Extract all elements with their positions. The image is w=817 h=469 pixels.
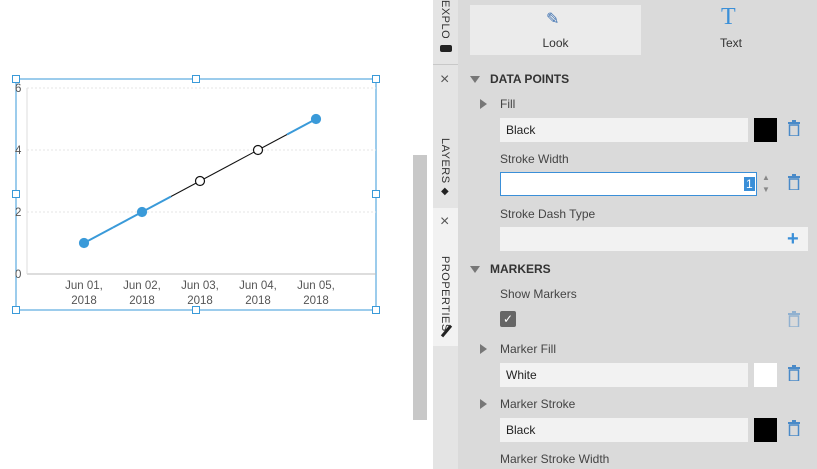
marker xyxy=(310,113,322,125)
trash-icon xyxy=(788,120,800,137)
text-icon: T xyxy=(721,4,736,30)
section-title: MARKERS xyxy=(490,262,551,276)
side-tab[interactable]: EXPLORER xyxy=(439,0,451,38)
trash-button[interactable] xyxy=(788,420,800,437)
field-label: Marker Fill xyxy=(500,342,556,356)
checkbox[interactable]: ✓ xyxy=(500,311,516,327)
x-tick-label: Jun 02, 2018 xyxy=(123,280,161,307)
text-input[interactable]: Black xyxy=(500,118,748,142)
x-tick-label: Jun 05, 2018 xyxy=(297,280,335,307)
trash-button[interactable] xyxy=(788,174,800,191)
tab-icon xyxy=(440,45,452,52)
trash-icon xyxy=(788,174,800,191)
line-segment xyxy=(141,195,172,213)
trash-button[interactable] xyxy=(788,365,800,382)
expand-arrow[interactable] xyxy=(480,344,487,354)
collapse-arrow[interactable] xyxy=(470,76,480,83)
tab-label[interactable]: Text xyxy=(719,36,742,50)
chart: 0 2 4 6 xyxy=(12,75,380,314)
side-tab[interactable]: PROPERTIES xyxy=(439,256,451,332)
marker xyxy=(194,175,206,187)
y-tick-label: 2 xyxy=(15,207,21,219)
trash-button[interactable] xyxy=(788,120,800,137)
close-button[interactable]: × xyxy=(440,213,450,230)
line-segment xyxy=(112,211,143,229)
color-swatch[interactable] xyxy=(754,363,777,387)
marker xyxy=(78,237,90,249)
look-icon: ✎ xyxy=(546,11,560,28)
tab-active[interactable] xyxy=(470,5,641,55)
color-swatch[interactable] xyxy=(754,418,777,442)
trash-icon xyxy=(788,365,800,382)
dropdown[interactable] xyxy=(500,227,808,251)
tab-label[interactable]: Look xyxy=(542,36,569,50)
input-value: 1 xyxy=(744,177,755,191)
line-segment xyxy=(83,226,114,244)
line-segment xyxy=(286,118,317,136)
resize-handles[interactable] xyxy=(12,75,380,314)
trash-button[interactable] xyxy=(788,311,800,328)
line-segment xyxy=(199,165,230,182)
marker xyxy=(252,144,264,156)
scrollbar[interactable] xyxy=(413,155,427,420)
line-segment xyxy=(228,149,259,166)
text-input[interactable]: White xyxy=(500,363,748,387)
field-label: Fill xyxy=(500,97,516,111)
field-label: Stroke Dash Type xyxy=(500,207,596,221)
color-swatch[interactable] xyxy=(754,118,777,142)
spinner[interactable]: ▲ ▼ xyxy=(762,173,770,194)
tab-icon: ◆ xyxy=(441,186,449,197)
section-title: DATA POINTS xyxy=(490,72,570,86)
close-button[interactable]: × xyxy=(440,71,450,88)
trash-icon xyxy=(788,420,800,437)
collapse-arrow[interactable] xyxy=(470,266,480,273)
field-label: Stroke Width xyxy=(500,152,569,166)
expand-arrow[interactable] xyxy=(480,99,487,109)
marker xyxy=(136,206,148,218)
divider xyxy=(433,64,458,65)
side-tab[interactable]: LAYERS xyxy=(439,138,451,184)
selection-box[interactable] xyxy=(15,78,377,311)
line-segment xyxy=(257,134,288,151)
side-tab-active[interactable] xyxy=(433,208,458,346)
x-tick-label: Jun 01, 2018 xyxy=(65,280,103,307)
y-tick-label: 0 xyxy=(15,269,21,281)
x-tick-label: Jun 04, 2018 xyxy=(239,280,277,307)
line-segment xyxy=(170,180,201,197)
add-button[interactable]: + xyxy=(787,228,799,250)
y-tick-label: 4 xyxy=(15,145,22,157)
number-input[interactable] xyxy=(500,172,757,196)
y-tick-label: 6 xyxy=(15,83,21,95)
x-tick-label: Jun 03, 2018 xyxy=(181,280,219,307)
field-label: Marker Stroke xyxy=(500,397,576,411)
expand-arrow[interactable] xyxy=(480,399,487,409)
field-label: Show Markers xyxy=(500,287,577,301)
trash-icon xyxy=(788,311,800,328)
text-input[interactable]: Black xyxy=(500,418,748,442)
field-label: Marker Stroke Width xyxy=(500,452,610,466)
